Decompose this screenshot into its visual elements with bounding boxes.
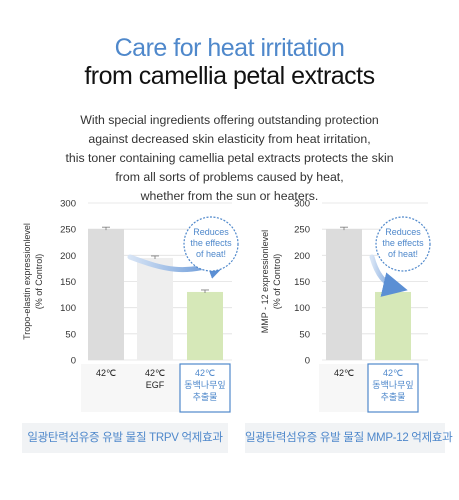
- category-label-box: [130, 364, 180, 412]
- bar: [88, 229, 124, 360]
- callout-bubble: [375, 216, 431, 272]
- category-label: 동백나무잎: [184, 379, 225, 390]
- category-label: 추출물: [381, 392, 406, 402]
- category-label: 42℃: [96, 368, 116, 378]
- y-tick-label: 200: [294, 251, 310, 262]
- title-line-2: from camellia petal extracts: [84, 62, 375, 90]
- category-label-box: [179, 363, 231, 413]
- footer-caption-mmp12: 일광탄력섬유증 유발 물질 MMP-12 억제효과: [245, 423, 453, 453]
- callout-text: the effects: [382, 238, 424, 248]
- category-label-box: [319, 364, 369, 412]
- category-label: 42℃: [334, 368, 354, 378]
- category-label: 42℃: [145, 368, 165, 378]
- y-tick-label: 100: [294, 303, 310, 314]
- y-tick-label: 100: [60, 303, 76, 314]
- category-label: 42℃: [195, 368, 215, 378]
- y-axis-label: Tropo-elastin expressionlevel: [22, 223, 32, 340]
- category-label-box: [81, 364, 131, 412]
- y-axis-label: MMP - 12 expressionlevel: [260, 230, 270, 333]
- y-tick-label: 300: [294, 199, 310, 210]
- bar: [187, 291, 223, 360]
- description-line: whether from the sun or heaters.: [140, 189, 319, 203]
- callout-bubble: [183, 216, 239, 272]
- y-tick-label: 250: [60, 225, 76, 236]
- callout-text: Reduces: [193, 227, 229, 237]
- callout-text: of heat!: [196, 249, 226, 259]
- callout-text: the effects: [190, 238, 232, 248]
- category-label: 추출물: [193, 392, 218, 402]
- y-tick-label: 200: [60, 251, 76, 262]
- category-label: 동백나무잎: [372, 379, 413, 390]
- y-axis-label: (% of Control): [34, 254, 44, 310]
- y-tick-label: 50: [299, 329, 310, 340]
- y-tick-label: 250: [294, 225, 310, 236]
- y-axis-label: (% of Control): [272, 254, 282, 310]
- description-line: against decreased skin elasticity from h…: [88, 132, 371, 146]
- description-line: from all sorts of problems caused by hea…: [115, 170, 344, 184]
- title-line-1: Care for heat irritation: [114, 34, 345, 62]
- category-label: EGF: [146, 380, 165, 390]
- callout-text: of heat!: [388, 249, 418, 259]
- category-label: 42℃: [383, 368, 403, 378]
- y-tick-label: 50: [65, 329, 76, 340]
- reduction-arrow: [369, 254, 408, 297]
- description-line: With special ingredients offering outsta…: [80, 113, 379, 127]
- y-tick-label: 0: [305, 356, 310, 367]
- bar: [326, 229, 362, 360]
- y-tick-label: 0: [71, 356, 76, 367]
- bar: [137, 257, 173, 360]
- bar: [375, 291, 411, 360]
- description-line: this toner containing camellia petal ext…: [65, 151, 394, 165]
- footer-caption-trpv: 일광탄력섬유증 유발 물질 TRPV 억제효과: [22, 423, 228, 453]
- callout-text: Reduces: [385, 227, 421, 237]
- y-tick-label: 150: [60, 277, 76, 288]
- y-tick-label: 150: [294, 277, 310, 288]
- category-label-box: [367, 363, 419, 413]
- description: With special ingredients offering outsta…: [0, 111, 459, 206]
- y-tick-label: 300: [60, 199, 76, 210]
